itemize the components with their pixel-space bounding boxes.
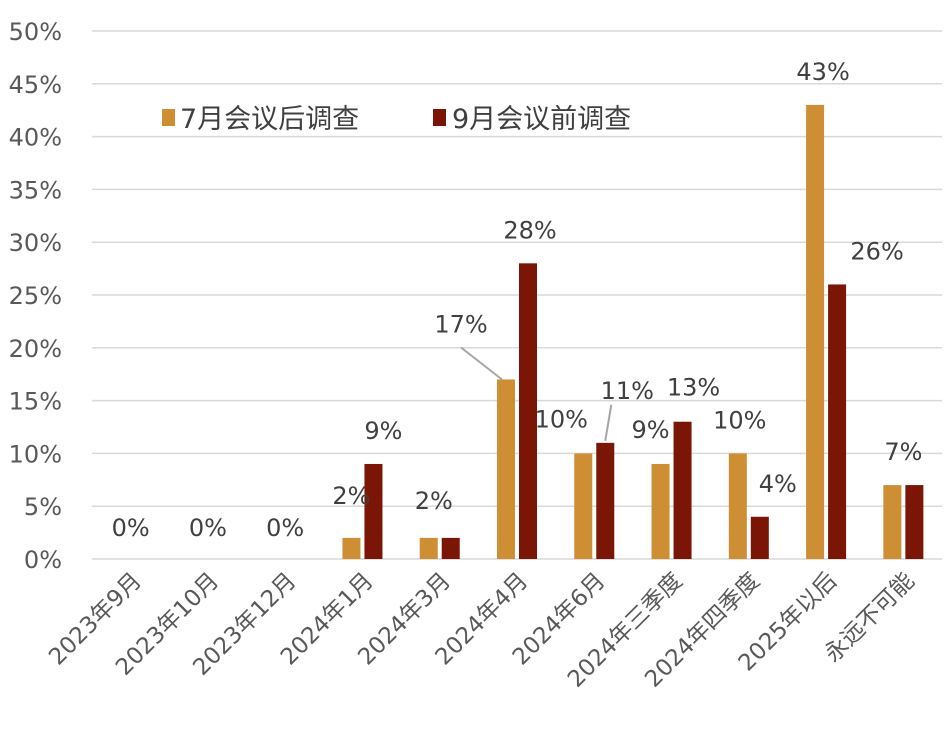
legend-swatch-july [162, 109, 175, 126]
legend: 7月会议后调查 9月会议前调查 [162, 104, 631, 135]
data-label: 17% [434, 310, 487, 338]
bar-july [574, 453, 593, 559]
label-leader-lines [460, 346, 613, 442]
bar-july [651, 463, 670, 559]
data-label: 4% [759, 470, 797, 498]
data-label: 9% [632, 416, 670, 444]
data-label: 2% [415, 487, 453, 515]
bar-july [497, 379, 515, 559]
data-label: 13% [667, 374, 720, 402]
data-label: 11% [601, 377, 654, 405]
bar-september [905, 485, 924, 559]
y-tick-label: 25% [9, 282, 62, 310]
y-tick-label: 45% [9, 71, 62, 99]
data-label: 2% [332, 482, 370, 510]
data-label: 26% [850, 237, 903, 265]
data-label: 9% [364, 417, 402, 445]
y-tick-label: 50% [9, 18, 62, 46]
bar-july [419, 537, 438, 559]
data-labels: 0% 0% 0% 2% 9% 2% 17% 28% 10% 11% 9% 13% 10% 4% 43% 26%… [112, 58, 923, 542]
y-tick-label: 40% [9, 124, 62, 152]
data-label: 10% [713, 406, 766, 434]
y-tick-label: 10% [9, 440, 62, 468]
y-tick-label: 15% [9, 388, 62, 416]
bar-september [441, 537, 460, 559]
data-label: 10% [535, 405, 588, 433]
data-label: 43% [796, 58, 849, 86]
bars [342, 104, 924, 560]
bar-july [883, 485, 902, 559]
y-tick-label: 5% [24, 493, 62, 521]
y-tick-label: 35% [9, 176, 62, 204]
data-label: 0% [189, 514, 227, 542]
bar-september [596, 442, 615, 559]
bar-july [806, 104, 825, 560]
y-tick-label: 30% [9, 229, 62, 257]
bar-september [828, 284, 847, 559]
data-label: 7% [884, 438, 922, 466]
y-tick-label: 20% [9, 335, 62, 363]
bar-july [728, 453, 747, 559]
leader-line [604, 404, 613, 442]
bar-september [750, 516, 769, 559]
bar-july [342, 537, 361, 559]
bar-september [364, 463, 383, 559]
x-axis-ticks: 2023年9月2023年10月2023年12月2024年1月2024年3月202… [44, 568, 919, 693]
leader-line [460, 346, 503, 381]
legend-swatch-september [433, 109, 446, 126]
bar-september [673, 421, 692, 559]
data-label: 0% [266, 514, 304, 542]
legend-label-september: 9月会议前调查 [452, 104, 631, 135]
bar-september [519, 263, 537, 559]
legend-label-july: 7月会议后调查 [180, 104, 359, 135]
y-tick-label: 0% [24, 546, 62, 574]
data-label: 0% [112, 514, 150, 542]
gridlines [92, 30, 942, 560]
y-axis-ticks: 0% 5% 10% 15% 20% 25% 30% 35% 40% 45% 50% [9, 18, 62, 574]
data-label: 28% [503, 216, 556, 244]
